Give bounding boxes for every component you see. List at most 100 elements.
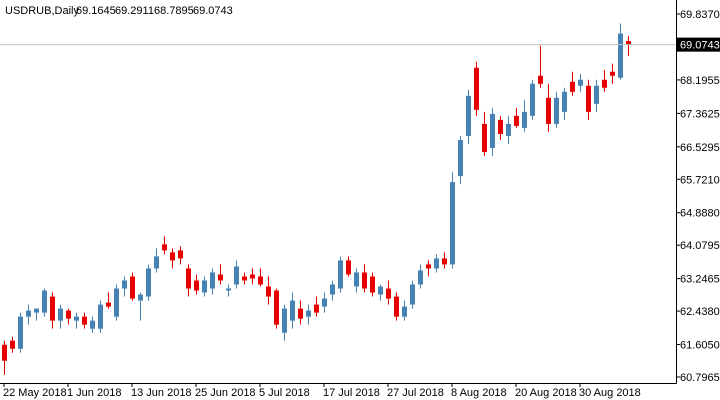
candle-body [490,113,495,148]
x-tick-label: 25 Jun 2018 [195,387,256,399]
candle-body [578,79,583,86]
current-price-label: 69.0743 [680,40,720,52]
candle-body [146,268,151,297]
candle-body [306,310,311,317]
candle-body [602,79,607,88]
ohlc-low: 68.7895 [154,5,194,17]
candle-body [346,260,351,275]
candle-body [218,274,223,281]
candle-body [2,344,7,361]
candle-body [354,272,359,287]
candle-body [242,276,247,281]
y-tick-label: 67.3625 [680,108,720,120]
y-tick-label: 62.4380 [680,306,720,318]
candle-body [42,290,47,313]
candle-body [26,310,31,317]
candle-body [570,81,575,92]
x-tick-label: 20 Aug 2018 [515,387,577,399]
x-tick-label: 5 Jul 2018 [259,387,310,399]
y-tick-label: 64.8880 [680,208,720,220]
candle-body [554,97,559,124]
candle-body [202,280,207,293]
candle-body [394,296,399,317]
x-tick-label: 27 Jul 2018 [387,387,444,399]
candle-body [538,75,543,84]
candle-body [482,123,487,153]
x-tick-label: 17 Jul 2018 [323,387,380,399]
ohlc-close: 69.0743 [193,5,233,17]
candle-body [314,304,319,313]
candle-body [434,258,439,269]
candle-body [546,97,551,124]
candle-body [170,252,175,261]
candle-body [290,300,295,321]
y-tick-label: 65.7210 [680,174,720,186]
candle-body [514,115,519,126]
candle-body [274,290,279,325]
x-tick-label: 13 Jun 2018 [131,387,192,399]
candle-body [50,296,55,321]
candle-body [58,308,63,321]
ohlc-high: 69.2911 [115,5,154,17]
candle-body [594,85,599,104]
y-tick-label: 64.0795 [680,240,720,252]
candle-body [178,250,183,259]
candle-body [130,276,135,299]
y-tick-label: 61.6050 [680,340,720,352]
candle-body [82,316,87,325]
candle-body [138,294,143,301]
candle-body [186,268,191,289]
chart-title: USDRUB,Daily [5,5,79,17]
candle-body [282,308,287,333]
candle-body [258,276,263,285]
candle-body [426,264,431,269]
candle-body [330,284,335,295]
ohlc-open: 69.1645 [76,5,116,17]
candle-body [618,33,623,78]
candle-body [90,320,95,329]
y-tick-label: 66.5295 [680,142,720,154]
candle-body [530,83,535,116]
candle-body [498,119,503,134]
y-tick-label: 68.1955 [680,75,720,87]
candle-body [250,274,255,279]
candle-body [266,286,271,297]
candle-body [466,95,471,136]
y-tick-label: 60.7965 [680,372,720,384]
candle-body [562,91,567,112]
x-tick-label: 8 Aug 2018 [451,387,507,399]
candle-body [298,308,303,319]
candle-body [474,67,479,110]
candle-body [66,310,71,319]
x-tick-label: 1 Jun 2018 [67,387,121,399]
candle-body [194,280,199,291]
candle-body [74,316,79,321]
candle-body [98,304,103,329]
candle-body [106,302,111,307]
candle-body [18,316,23,349]
candle-body [378,286,383,295]
candle-body [10,340,15,349]
candle-body [34,308,39,313]
current-price-box [677,37,720,52]
candle-body [210,272,215,289]
x-tick-label: 30 Aug 2018 [579,387,641,399]
candle-body [450,182,455,265]
candle-body [122,280,127,289]
candle-body [162,244,167,251]
candle-body [362,272,367,289]
candle-body [370,276,375,293]
candle-body [410,284,415,305]
candle-body [506,123,511,136]
y-tick-label: 63.2465 [680,274,720,286]
x-tick-label: 22 May 2018 [3,387,67,399]
candle-body [626,41,631,45]
candle-body [418,270,423,285]
candle-body [522,111,527,128]
candle-body [610,71,615,76]
candle-body [234,266,239,285]
candle-body [114,288,119,317]
